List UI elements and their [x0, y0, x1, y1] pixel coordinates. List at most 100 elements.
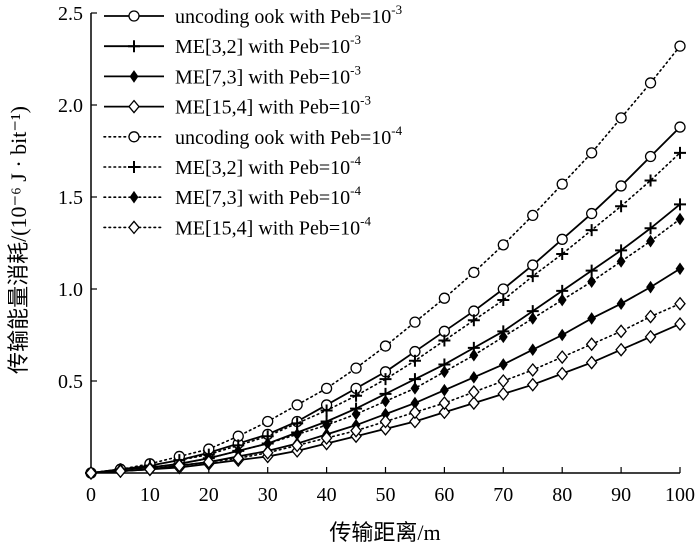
legend-label: ME[7,3] with Peb=10-3 [175, 62, 361, 88]
data-point [674, 121, 686, 133]
legend: uncoding ook with Peb=10-3 ME[3,2] with P… [103, 2, 403, 239]
legend-marker [128, 99, 140, 114]
data-point [469, 371, 479, 384]
x-tick-label: 60 [434, 484, 454, 506]
legend-label: ME[15,4] with Peb=10-3 [175, 93, 371, 119]
data-point [498, 330, 508, 344]
data-point [381, 394, 390, 408]
x-tick-label: 80 [552, 484, 572, 506]
data-point [351, 407, 361, 421]
data-point [497, 283, 509, 295]
data-point [202, 454, 215, 469]
data-point [587, 312, 597, 325]
data-point [674, 316, 686, 331]
data-point [291, 399, 303, 411]
data-point [439, 365, 449, 379]
x-axis-title: 传输距离/m [329, 520, 440, 545]
legend-entry-4: ME[15,4] with Peb=10-3 [104, 93, 371, 119]
data-point [585, 355, 598, 370]
data-point [646, 280, 655, 294]
data-point [527, 259, 539, 271]
data-point [261, 445, 274, 460]
data-point [674, 40, 686, 52]
data-point [350, 389, 363, 402]
legend-marker [128, 131, 140, 143]
data-point [467, 314, 480, 327]
data-point [557, 328, 567, 342]
data-point [409, 414, 421, 429]
data-point [497, 294, 510, 307]
data-point [469, 348, 479, 362]
legend-marker [129, 190, 139, 204]
x-tick-label: 0 [86, 484, 96, 506]
data-point [644, 222, 657, 235]
legend-marker [128, 10, 140, 22]
x-tick-label: 50 [376, 484, 396, 506]
legend-marker [128, 220, 140, 235]
data-point [291, 417, 304, 430]
data-point [114, 464, 127, 479]
data-point [144, 462, 156, 477]
data-point [350, 362, 362, 374]
data-point [526, 377, 539, 392]
data-point [556, 248, 569, 261]
data-point [585, 224, 598, 237]
data-point [586, 207, 598, 220]
legend-label: ME[3,2] with Peb=10-3 [175, 32, 361, 58]
legend-entry-6: ME[3,2] with Peb=10-4 [103, 153, 361, 179]
data-point [615, 112, 627, 124]
data-point [497, 239, 509, 251]
series-8 [85, 296, 686, 481]
data-point [615, 342, 627, 357]
data-point [585, 264, 598, 277]
data-point [379, 373, 392, 386]
data-point [674, 146, 686, 159]
data-point [615, 180, 627, 192]
data-point [526, 362, 539, 377]
data-point [616, 297, 626, 311]
y-tick-label: 2.5 [58, 3, 83, 25]
data-point [675, 212, 685, 226]
legend-marker [128, 40, 140, 53]
data-point [644, 174, 657, 187]
x-tick-label: 100 [665, 484, 695, 506]
y-tick-label: 0.5 [58, 371, 83, 393]
data-point [557, 293, 567, 307]
data-point [526, 270, 539, 283]
data-point [615, 324, 627, 339]
legend-label: uncoding ook with Peb=10-4 [175, 123, 403, 149]
data-point [291, 438, 303, 453]
legend-label: uncoding ook with Peb=10-3 [175, 2, 402, 28]
data-point [320, 382, 333, 395]
series-2 [85, 198, 686, 479]
data-point [586, 147, 598, 159]
data-point [644, 329, 657, 344]
data-point [320, 404, 333, 417]
legend-entry-7: ME[7,3] with Peb=10-4 [103, 183, 361, 209]
y-tick-label: 2.0 [58, 95, 83, 117]
x-tick-label: 30 [258, 484, 278, 506]
data-point [409, 316, 421, 328]
data-point [438, 292, 451, 304]
data-point [498, 358, 508, 371]
data-point [675, 262, 685, 276]
data-point [379, 421, 392, 436]
data-point [350, 423, 362, 438]
legend-marker [129, 70, 139, 83]
data-point [322, 418, 332, 432]
data-point [615, 244, 628, 257]
x-tick-label: 40 [317, 484, 337, 506]
data-point [644, 150, 657, 163]
data-point [262, 415, 274, 428]
y-tick-label: 1.0 [58, 279, 83, 301]
data-point [379, 414, 392, 429]
legend-label: ME[3,2] with Peb=10-4 [175, 153, 361, 179]
data-point [556, 233, 568, 245]
data-point [85, 465, 97, 481]
data-point [232, 451, 245, 466]
data-point [173, 458, 186, 473]
data-point [410, 382, 420, 395]
data-point [527, 209, 539, 222]
data-point [528, 312, 538, 325]
